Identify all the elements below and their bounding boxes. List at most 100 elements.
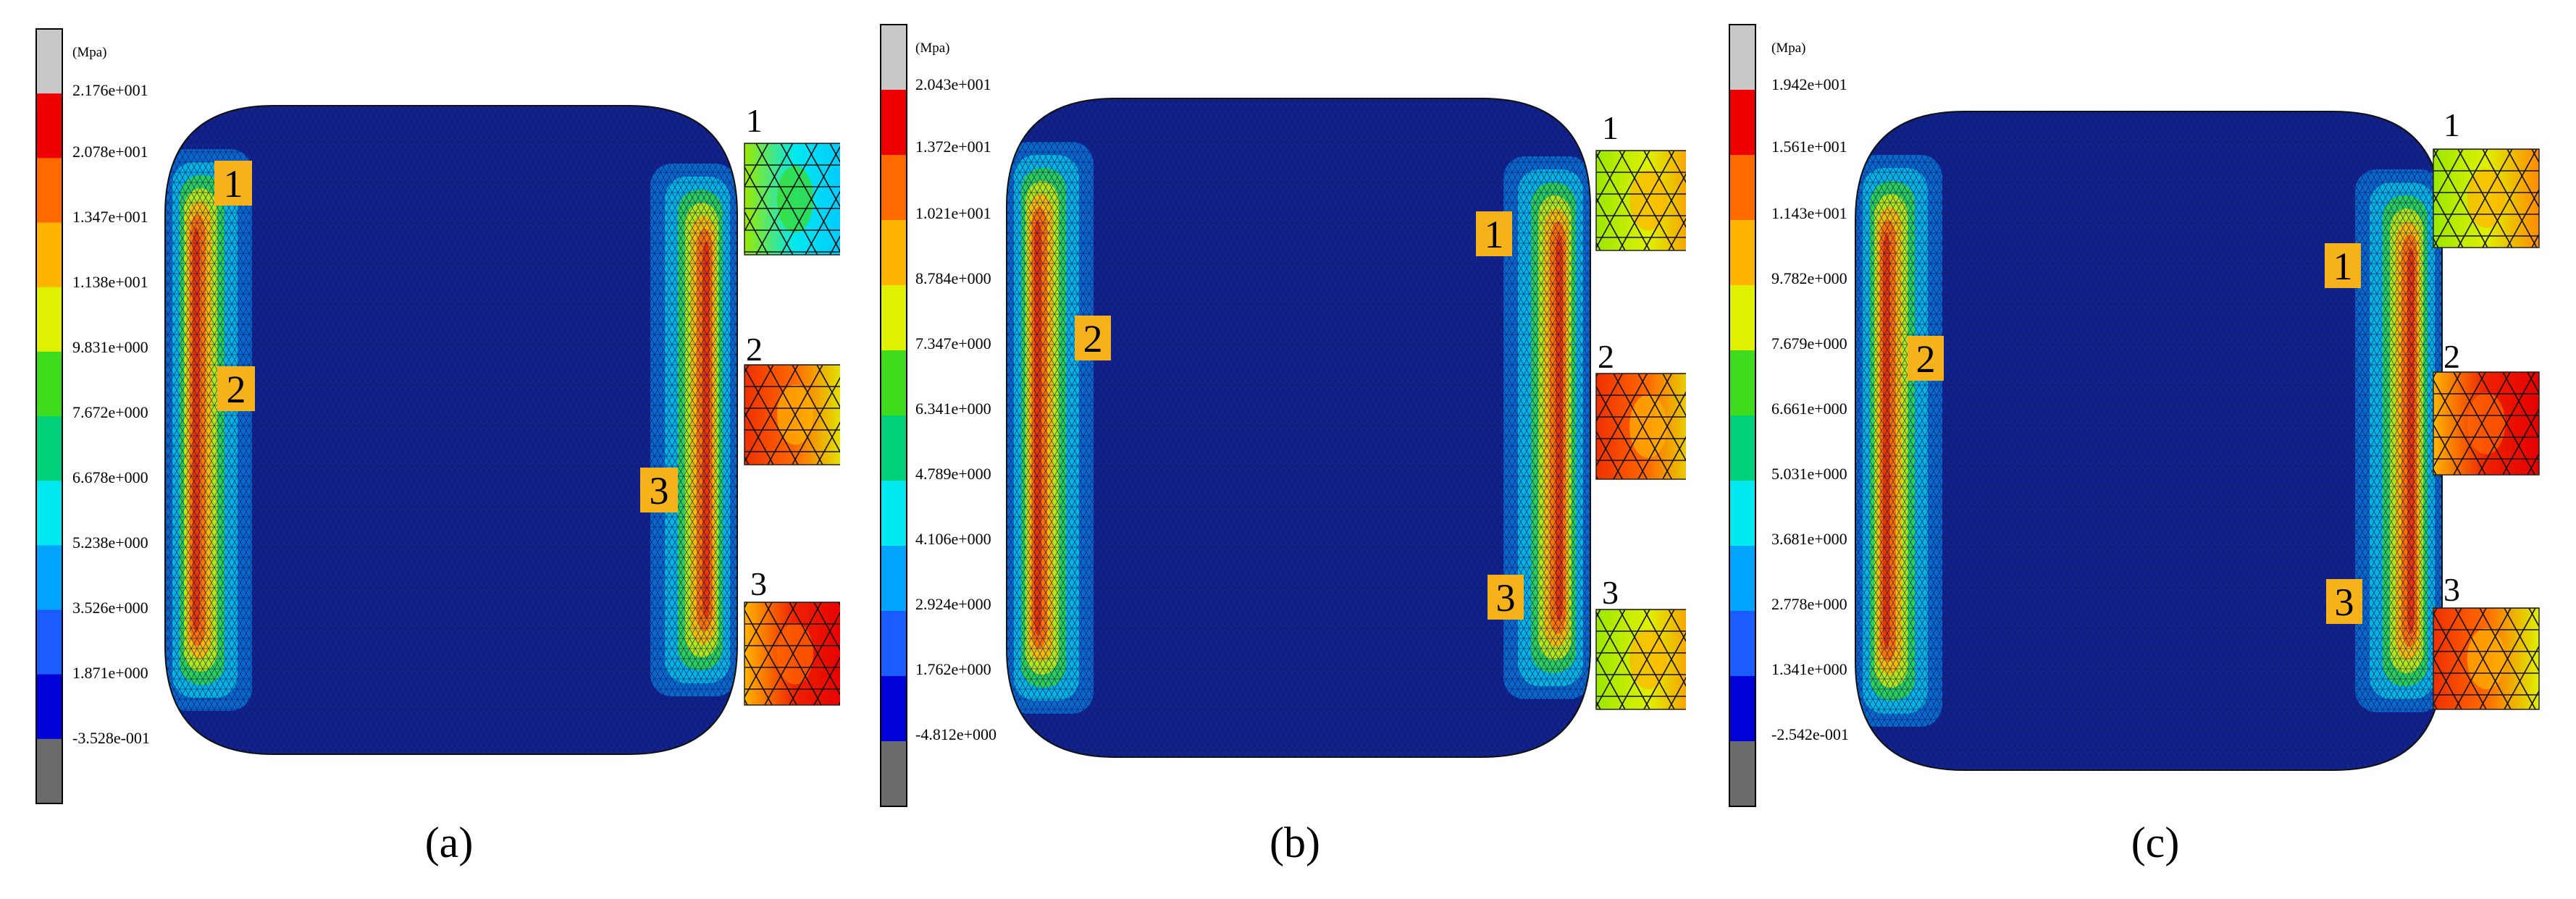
marker-3-a: 3 [640,468,678,512]
svg-text:2: 2 [227,368,246,411]
svg-text:1: 1 [2333,245,2353,288]
panel-b-graphic: (Mpa) 2.043e+001 1.372e+001 1.021e+001 8… [880,24,1686,807]
tick-label: 5.031e+000 [1771,465,1847,483]
tick-label: 4.789e+000 [915,465,991,483]
legend-swatch [881,90,907,156]
marker-2-c: 2 [1908,336,1944,381]
inset-3-c [2433,607,2540,710]
inset-label: 1 [1602,109,1619,146]
svg-text:3: 3 [2335,581,2354,624]
marker-3-c: 3 [2326,579,2362,624]
legend-unit-b: (Mpa) [915,41,949,56]
tick-label: 1.021e+001 [915,204,991,222]
legend-swatch [1729,155,1755,221]
panel-a: (Mpa) 2.176e+001 2.078e+001 1.347e+001 1… [0,0,840,899]
panel-c-graphic: (Mpa) 1.942e+001 1.561e+001 1.143e+001 9… [1729,24,2540,807]
tick-label: 1.347e+001 [72,208,148,226]
legend-swatch [881,350,907,416]
inset-label: 3 [750,565,767,602]
legend-swatch [1729,350,1755,416]
marker-2-a: 2 [217,366,255,411]
inset-label: 2 [1598,338,1614,375]
marker-2-b: 2 [1075,316,1111,360]
legend-bar-b [880,24,907,807]
legend-swatch [1729,220,1755,286]
tick-label: 1.143e+001 [1771,204,1847,222]
tick-label: 6.678e+000 [72,468,148,486]
inset-label: 2 [746,331,763,368]
legend-swatch [881,676,907,742]
tick-label: 1.341e+000 [1771,660,1847,678]
inset-label: 3 [2443,571,2460,608]
inset-label: 1 [746,102,763,139]
inset-3-a [744,602,840,706]
tick-label: 1.372e+001 [915,138,991,156]
inset-1-c [2433,148,2540,248]
legend-swatch [36,481,62,546]
tick-label: 2.924e+000 [915,595,991,613]
svg-text:2: 2 [1916,337,1936,381]
svg-text:2: 2 [1083,317,1103,360]
tick-label: 1.762e+000 [915,660,991,678]
legend-swatch [1729,415,1755,481]
legend-swatch [881,741,907,807]
panel-b: (Mpa) 2.043e+001 1.372e+001 1.021e+001 8… [846,0,1686,899]
legend-swatch [36,674,62,740]
tick-label: -2.542e-001 [1771,725,1849,743]
legend-swatch [881,285,907,351]
svg-text:3: 3 [1496,576,1516,620]
legend-swatch [881,25,907,90]
legend-bar-a [35,28,63,804]
legend-swatch [881,611,907,677]
legend-swatch [36,93,62,159]
tick-label: 5.238e+000 [72,533,148,552]
tick-label: 7.679e+000 [1771,334,1847,353]
panel-a-graphic: (Mpa) 2.176e+001 2.078e+001 1.347e+001 1… [35,28,840,804]
tick-label: 3.526e+000 [72,599,148,617]
tick-labels-b: 2.043e+001 1.372e+001 1.021e+001 8.784e+… [915,75,997,743]
inset-1-b [1595,150,1686,251]
stress-plate-b [1006,98,1591,758]
legend-swatch [881,546,907,612]
tick-label: 1.561e+001 [1771,138,1847,156]
inset-1-a [744,143,840,256]
legend-swatch [36,416,62,481]
svg-text:1: 1 [224,162,243,206]
tick-label: 2.078e+001 [72,143,148,161]
legend-bar-c [1729,24,1756,807]
svg-text:1: 1 [1485,213,1504,256]
caption-a: (a) [424,819,474,866]
legend-swatch [36,351,62,417]
marker-3-b: 3 [1488,575,1524,620]
tick-label: 6.341e+000 [915,400,991,418]
tick-label: 2.176e+001 [72,81,148,99]
inset-3-b [1595,609,1686,710]
tick-label: 1.871e+000 [72,664,148,682]
tick-label: 7.347e+000 [915,334,991,353]
legend-swatch [1729,676,1755,742]
stress-plate-c [1855,111,2443,771]
panel-c: (Mpa) 1.942e+001 1.561e+001 1.143e+001 9… [1687,0,2540,899]
tick-label: 2.043e+001 [915,75,991,93]
legend-swatch [881,155,907,221]
inset-label: 2 [2443,338,2460,375]
tick-label: -3.528e-001 [72,729,150,747]
legend-swatch [881,415,907,481]
legend-swatch [1729,546,1755,612]
legend-swatch [36,29,62,94]
inset-2-b [1595,373,1686,480]
caption-c: (c) [2131,819,2180,866]
caption-b: (b) [1270,819,1320,866]
marker-1-c: 1 [2325,243,2361,288]
tick-label: 1.942e+001 [1771,75,1847,93]
legend-swatch [36,158,62,223]
legend-swatch [1729,25,1755,90]
tick-label: 2.778e+000 [1771,595,1847,613]
svg-text:3: 3 [650,469,669,512]
inset-2-a [744,364,840,465]
inset-label: 3 [1602,574,1619,611]
legend-swatch [36,738,62,804]
stress-plate-a [164,105,738,755]
tick-label: 9.831e+000 [72,338,148,356]
